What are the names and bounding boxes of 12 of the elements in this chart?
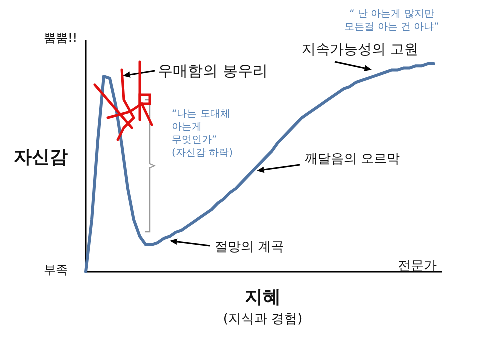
text: “ 난 아는게 많지만 모든걸 아는 건 아냐”	[344, 9, 440, 33]
text: 뿜뿜!!	[44, 31, 78, 45]
annotation: 전문가	[398, 259, 437, 274]
annotation: 절망의 계곡	[215, 240, 284, 255]
text: (지식과 경험)	[223, 312, 303, 327]
annotation: 깨달음의 오르막	[305, 152, 400, 167]
annotation: “나는 도대체 아는게 무엇인가” (자신감 하락)	[172, 109, 234, 159]
text: 지속가능성의 고원	[302, 42, 418, 58]
text: 부족	[44, 263, 68, 277]
x-axis-title: 지혜	[245, 287, 281, 308]
annotation: 우매함의 봉우리	[158, 62, 268, 80]
y-axis-title: 자신감	[14, 147, 68, 168]
